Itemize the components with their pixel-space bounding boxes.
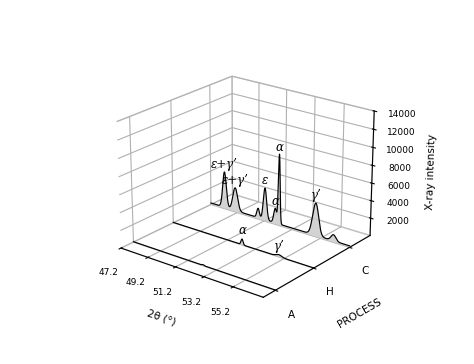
X-axis label: 2θ (°): 2θ (°) [146, 308, 177, 327]
Y-axis label: PROCESS: PROCESS [337, 297, 383, 330]
